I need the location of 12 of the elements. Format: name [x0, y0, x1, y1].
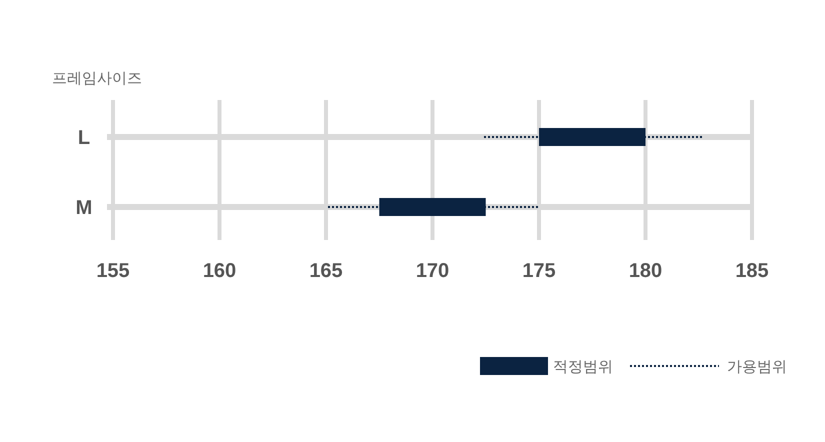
x-tick-label: 175 — [522, 260, 556, 282]
x-tick-label: 170 — [416, 260, 450, 282]
text: 가용범위 — [727, 358, 787, 376]
chart-title: 프레임사이즈 — [52, 70, 142, 87]
x-tick-label: 155 — [96, 260, 130, 282]
x-tick-label: 160 — [202, 260, 236, 282]
x-tick-label: 185 — [735, 260, 769, 282]
x-tick-label: 180 — [628, 260, 662, 282]
y-tick-label: M — [76, 197, 92, 219]
x-tick-label: 165 — [309, 260, 343, 282]
y-tick-label: L — [78, 127, 90, 149]
legend-label: 적정범위 — [553, 358, 613, 376]
